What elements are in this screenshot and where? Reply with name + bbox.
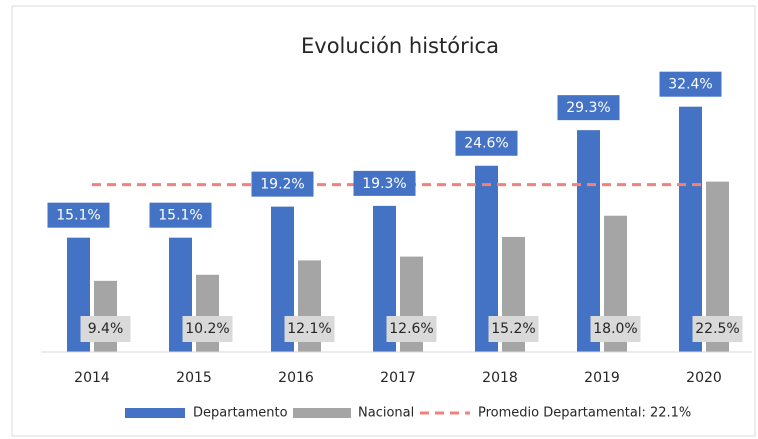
value-label-box <box>80 316 131 342</box>
legend-swatch <box>293 408 351 418</box>
legend-label: Nacional <box>358 406 414 421</box>
value-label-box <box>251 171 314 197</box>
value-label-box <box>353 170 416 196</box>
value-label: 12.6% <box>389 321 433 337</box>
value-label: 22.5% <box>695 321 739 337</box>
value-label: 29.3% <box>566 100 610 116</box>
value-label-box <box>47 202 110 228</box>
bar <box>706 181 729 352</box>
value-label-box <box>590 316 641 342</box>
value-label: 15.2% <box>491 321 535 337</box>
value-label-box <box>182 316 233 342</box>
x-tick-label: 2014 <box>74 370 110 386</box>
value-label: 15.1% <box>56 208 100 224</box>
x-tick-label: 2017 <box>380 370 416 386</box>
value-label: 32.4% <box>668 77 712 93</box>
legend-label: Departamento <box>193 406 288 421</box>
chart-title: Evolución histórica <box>301 34 499 58</box>
value-label-box <box>455 130 518 156</box>
value-label: 24.6% <box>464 136 508 152</box>
x-tick-label: 2019 <box>584 370 620 386</box>
value-label: 19.2% <box>260 177 304 193</box>
value-label-box <box>659 71 722 97</box>
x-tick-label: 2016 <box>278 370 314 386</box>
legend-swatch <box>125 408 185 418</box>
bar <box>271 206 294 352</box>
bar <box>679 106 702 352</box>
value-label: 9.4% <box>88 321 124 337</box>
value-label-box <box>488 316 539 342</box>
value-label: 18.0% <box>593 321 637 337</box>
value-label-box <box>149 202 212 228</box>
x-tick-label: 2015 <box>176 370 212 386</box>
value-label-box <box>284 316 335 342</box>
value-label: 10.2% <box>185 321 229 337</box>
x-tick-label: 2018 <box>482 370 518 386</box>
bar <box>373 205 396 352</box>
value-label-box <box>386 316 437 342</box>
value-label-box <box>557 95 620 121</box>
legend-label: Promedio Departamental: 22.1% <box>478 406 691 421</box>
value-label: 19.3% <box>362 176 406 192</box>
x-tick-label: 2020 <box>686 370 722 386</box>
value-label: 12.1% <box>287 321 331 337</box>
value-label-box <box>692 316 743 342</box>
bar <box>475 165 498 352</box>
value-label: 15.1% <box>158 208 202 224</box>
